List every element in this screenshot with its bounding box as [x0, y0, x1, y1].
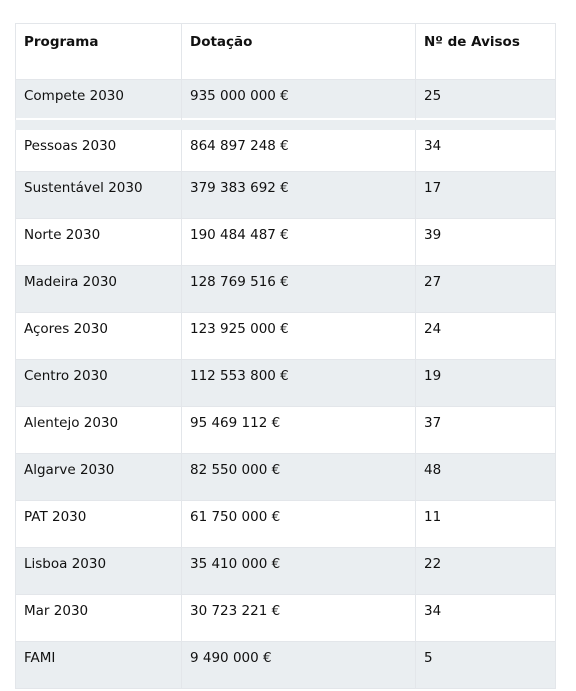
cell-avisos: 48	[415, 453, 556, 501]
cell-programa: Lisboa 2030	[15, 547, 182, 595]
table-row: Mar 2030 30 723 221 € 34	[15, 594, 556, 642]
cell-programa: PAT 2030	[15, 500, 182, 548]
cell-programa: Açores 2030	[15, 312, 182, 360]
table-row: Compete 2030 935 000 000 € 25	[15, 79, 556, 130]
table-row: Madeira 2030 128 769 516 € 27	[15, 265, 556, 313]
table-row: Algarve 2030 82 550 000 € 48	[15, 453, 556, 501]
cell-dotacao: 35 410 000 €	[181, 547, 416, 595]
table-body: Compete 2030 935 000 000 € 25 Pessoas 20…	[15, 79, 556, 689]
cell-avisos: 11	[415, 500, 556, 548]
table-row: FAMI 9 490 000 € 5	[15, 641, 556, 689]
header-dotacao: Dotação	[181, 23, 416, 80]
cell-avisos: 39	[415, 218, 556, 266]
cell-avisos: 5	[415, 641, 556, 689]
table-row: Sustentável 2030 379 383 692 € 17	[15, 171, 556, 219]
cell-dotacao: 30 723 221 €	[181, 594, 416, 642]
header-programa: Programa	[15, 23, 182, 80]
header-row: Programa Dotação Nº de Avisos	[15, 23, 556, 80]
cell-avisos: 34	[415, 594, 556, 642]
table-row: Pessoas 2030 864 897 248 € 34	[15, 124, 556, 172]
cell-avisos: 34	[415, 124, 556, 172]
table-row: Alentejo 2030 95 469 112 € 37	[15, 406, 556, 454]
cell-programa: Pessoas 2030	[15, 124, 182, 172]
cell-avisos: 17	[415, 171, 556, 219]
cell-dotacao: 95 469 112 €	[181, 406, 416, 454]
table-row: Lisboa 2030 35 410 000 € 22	[15, 547, 556, 595]
cell-avisos: 22	[415, 547, 556, 595]
table-row: Açores 2030 123 925 000 € 24	[15, 312, 556, 360]
cell-programa: Mar 2030	[15, 594, 182, 642]
cell-dotacao: 935 000 000 €	[181, 79, 416, 130]
cell-programa: Alentejo 2030	[15, 406, 182, 454]
cell-avisos: 37	[415, 406, 556, 454]
cell-avisos: 25	[415, 79, 556, 130]
cell-avisos: 19	[415, 359, 556, 407]
cell-dotacao: 9 490 000 €	[181, 641, 416, 689]
cell-programa: Compete 2030	[15, 79, 182, 130]
cell-programa: FAMI	[15, 641, 182, 689]
cell-dotacao: 112 553 800 €	[181, 359, 416, 407]
programs-table: Programa Dotação Nº de Avisos Compete 20…	[15, 23, 556, 689]
cell-programa: Madeira 2030	[15, 265, 182, 313]
cell-programa: Norte 2030	[15, 218, 182, 266]
table-row: Centro 2030 112 553 800 € 19	[15, 359, 556, 407]
cell-dotacao: 190 484 487 €	[181, 218, 416, 266]
cell-programa: Algarve 2030	[15, 453, 182, 501]
cell-dotacao: 128 769 516 €	[181, 265, 416, 313]
cell-dotacao: 864 897 248 €	[181, 124, 416, 172]
cell-programa: Centro 2030	[15, 359, 182, 407]
table-row: PAT 2030 61 750 000 € 11	[15, 500, 556, 548]
header-avisos: Nº de Avisos	[415, 23, 556, 80]
table-header: Programa Dotação Nº de Avisos	[15, 23, 556, 80]
cell-programa: Sustentável 2030	[15, 171, 182, 219]
cell-dotacao: 123 925 000 €	[181, 312, 416, 360]
cell-avisos: 27	[415, 265, 556, 313]
table-row: Norte 2030 190 484 487 € 39	[15, 218, 556, 266]
cell-avisos: 24	[415, 312, 556, 360]
cell-dotacao: 61 750 000 €	[181, 500, 416, 548]
cell-dotacao: 379 383 692 €	[181, 171, 416, 219]
cell-dotacao: 82 550 000 €	[181, 453, 416, 501]
